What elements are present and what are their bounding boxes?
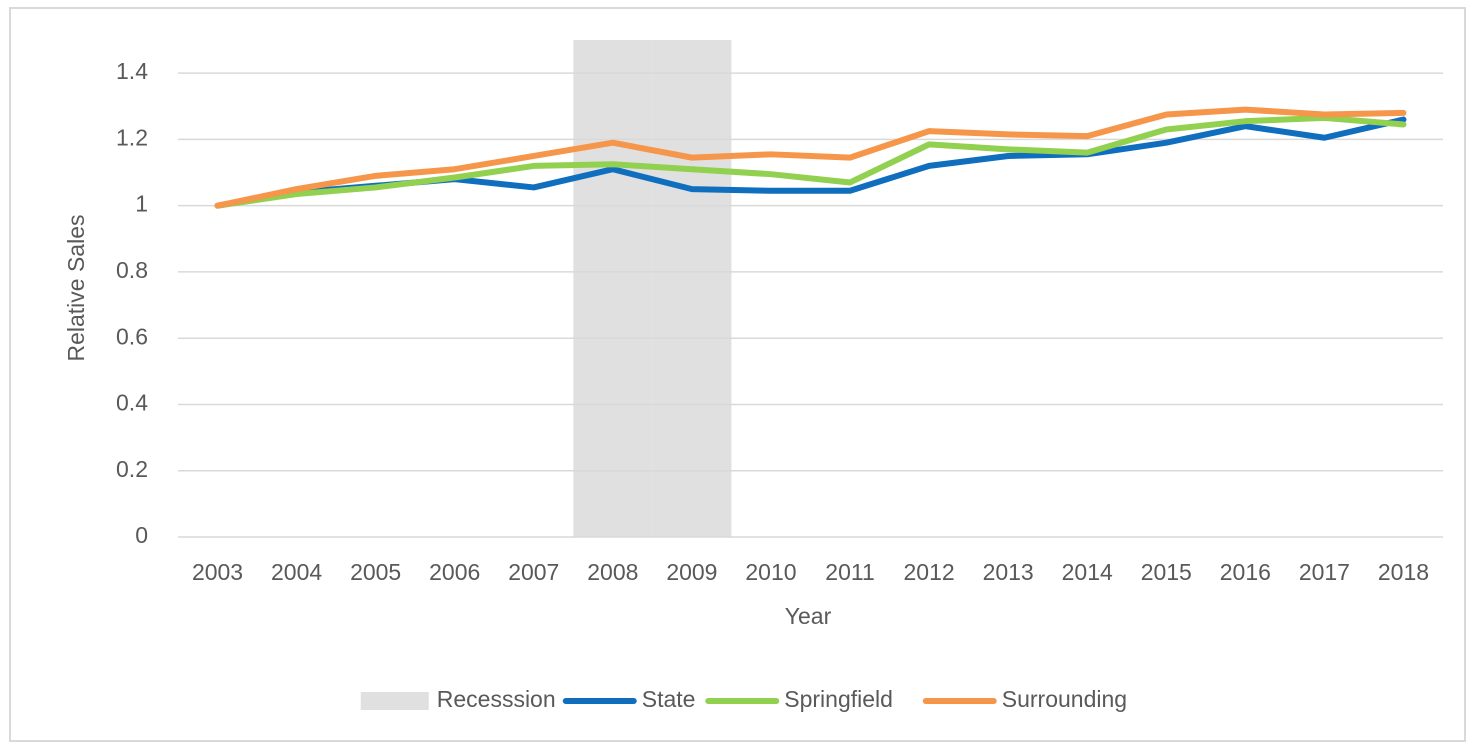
x-tick-label: 2016 bbox=[1220, 559, 1271, 585]
x-tick-label: 2003 bbox=[192, 559, 243, 585]
x-tick-label: 2014 bbox=[1062, 559, 1113, 585]
x-tick-label: 2013 bbox=[983, 559, 1034, 585]
y-tick-label: 0.8 bbox=[116, 257, 148, 283]
x-tick-label: 2007 bbox=[508, 559, 559, 585]
legend-label: Recesssion bbox=[437, 686, 556, 712]
x-tick-label: 2009 bbox=[666, 559, 717, 585]
x-tick-label: 2012 bbox=[904, 559, 955, 585]
y-tick-label: 1.2 bbox=[116, 124, 148, 150]
x-tick-label: 2004 bbox=[271, 559, 322, 585]
x-tick-label: 2017 bbox=[1299, 559, 1350, 585]
recession-bar bbox=[573, 40, 653, 537]
x-axis-title: Year bbox=[785, 603, 832, 629]
y-tick-label: 1 bbox=[135, 191, 148, 217]
x-tick-label: 2006 bbox=[429, 559, 480, 585]
x-tick-label: 2011 bbox=[825, 559, 874, 585]
y-tick-label: 0.2 bbox=[116, 456, 148, 482]
y-axis-title: Relative Sales bbox=[63, 214, 89, 361]
x-tick-label: 2008 bbox=[587, 559, 638, 585]
y-tick-label: 0 bbox=[135, 522, 148, 548]
recession-bar bbox=[652, 40, 732, 537]
x-tick-label: 2010 bbox=[745, 559, 796, 585]
legend-label: State bbox=[642, 686, 696, 712]
chart-frame bbox=[9, 7, 1466, 742]
legend-label: Surrounding bbox=[1002, 686, 1127, 712]
x-tick-label: 2018 bbox=[1378, 559, 1429, 585]
series-line bbox=[214, 114, 1407, 209]
y-tick-label: 0.4 bbox=[116, 390, 148, 416]
series-line bbox=[214, 106, 1407, 209]
x-tick-label: 2005 bbox=[350, 559, 401, 585]
series-line bbox=[214, 116, 1407, 209]
y-tick-label: 1.4 bbox=[116, 58, 148, 84]
y-tick-label: 0.6 bbox=[116, 323, 148, 349]
x-tick-label: 2015 bbox=[1141, 559, 1192, 585]
legend-swatch bbox=[360, 692, 429, 710]
legend-label: Springfield bbox=[784, 686, 893, 712]
